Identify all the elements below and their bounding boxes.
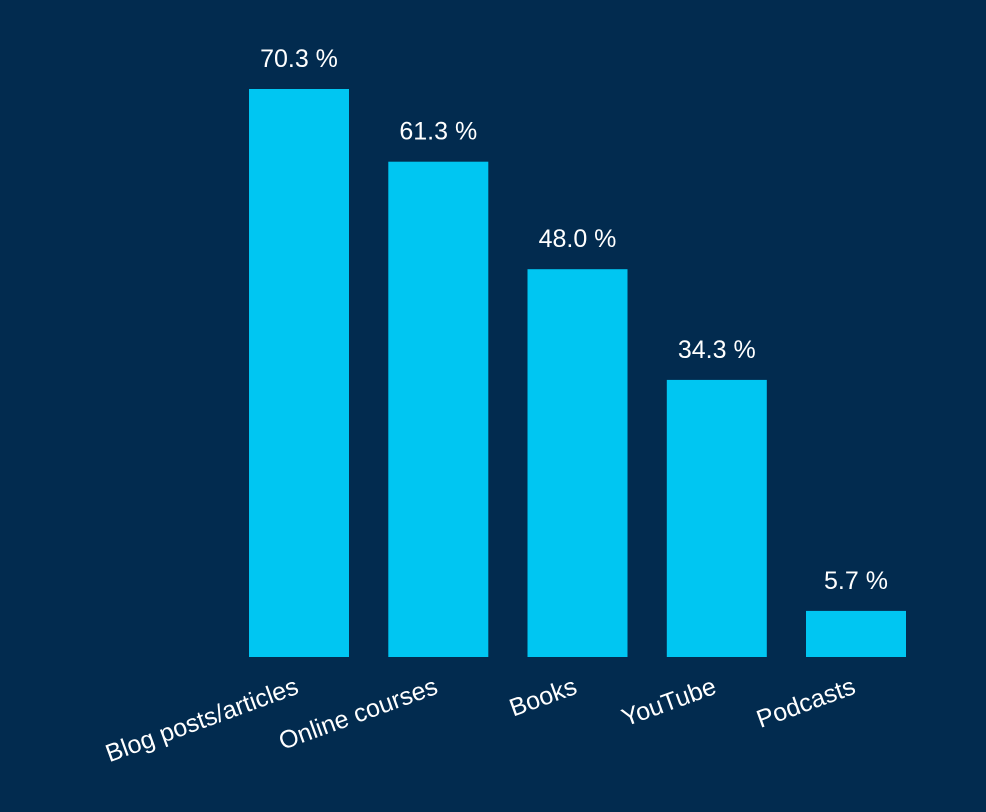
value-label-youtube: 34.3 % <box>678 336 756 364</box>
bar-books <box>527 269 628 657</box>
bar-online-courses <box>388 161 489 657</box>
bar-blog-posts-articles <box>249 89 349 657</box>
bar-youtube <box>666 379 767 657</box>
value-labels-group: 70.3 % 61.3 % 48.0 % 34.3 % 5.7 % <box>260 45 888 595</box>
bars-group <box>249 89 906 657</box>
value-label-books: 48.0 % <box>539 225 617 253</box>
bar-podcasts <box>806 610 906 657</box>
value-label-online-courses: 61.3 % <box>399 118 477 146</box>
value-label-podcasts: 5.7 % <box>824 567 888 595</box>
value-label-blog-posts-articles: 70.3 % <box>260 45 338 73</box>
